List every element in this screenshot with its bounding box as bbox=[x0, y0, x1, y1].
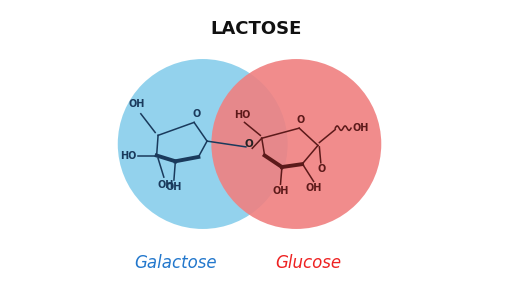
Text: OH: OH bbox=[352, 123, 369, 132]
Circle shape bbox=[211, 59, 381, 229]
Text: OH: OH bbox=[306, 183, 323, 193]
Text: Glucose: Glucose bbox=[275, 254, 341, 272]
Text: O: O bbox=[244, 139, 253, 149]
Text: OH: OH bbox=[157, 180, 174, 190]
Text: OH: OH bbox=[166, 182, 182, 192]
Text: OH: OH bbox=[129, 99, 145, 109]
Text: O: O bbox=[296, 115, 305, 125]
Text: HO: HO bbox=[120, 151, 137, 160]
Text: O: O bbox=[317, 164, 326, 174]
Text: LACTOSE: LACTOSE bbox=[210, 20, 302, 38]
Text: HO: HO bbox=[234, 110, 250, 120]
Text: Galactose: Galactose bbox=[134, 254, 217, 272]
Text: O: O bbox=[193, 109, 201, 119]
Text: OH: OH bbox=[272, 186, 289, 196]
Circle shape bbox=[118, 59, 288, 229]
